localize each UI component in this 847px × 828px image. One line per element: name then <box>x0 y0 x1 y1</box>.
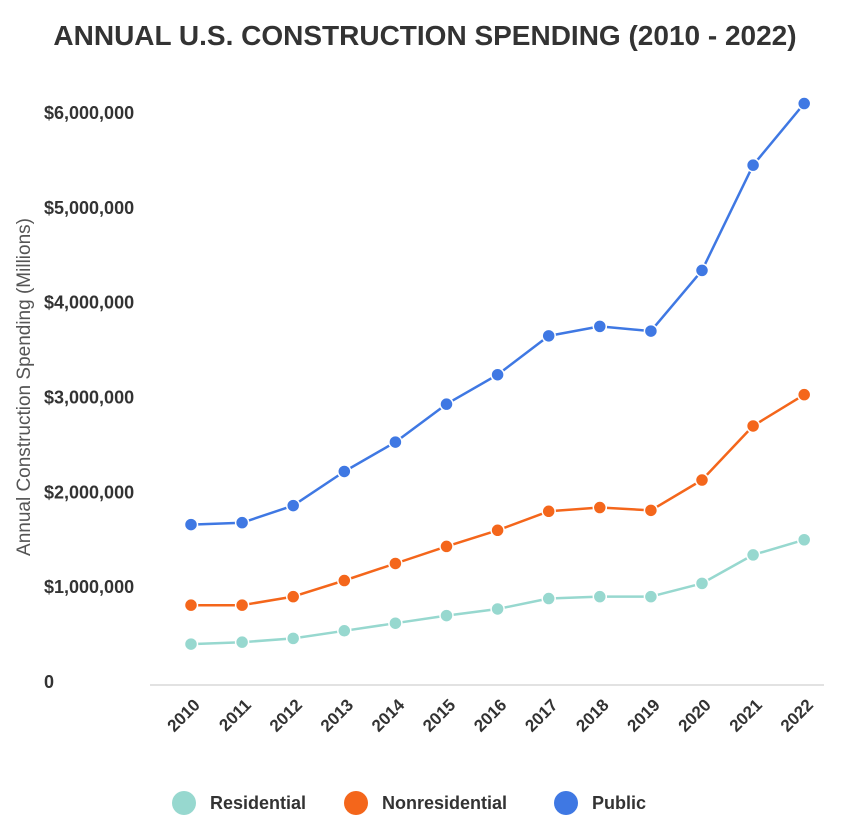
data-point-public <box>541 328 556 344</box>
x-tick-label: 2010 <box>164 695 204 735</box>
data-point-public <box>337 464 352 479</box>
data-point-public <box>796 96 812 111</box>
data-point-public <box>439 396 454 412</box>
data-point-residential <box>388 615 403 631</box>
legend-marker-public <box>554 791 578 815</box>
y-axis-label: Annual Construction Spending (Millions) <box>14 218 35 556</box>
x-tick-label: 2020 <box>675 695 715 735</box>
x-tick-label: 2012 <box>266 695 306 735</box>
x-tick-label: 2011 <box>215 695 255 735</box>
legend-marker-residential <box>172 791 196 815</box>
data-point-nonresidential <box>643 503 659 518</box>
data-point-public <box>643 323 659 339</box>
series-line-public <box>189 102 806 526</box>
data-point-public <box>694 263 710 278</box>
data-point-residential <box>234 634 250 650</box>
data-point-nonresidential <box>796 387 812 402</box>
y-tick-label: $2,000,000 <box>44 482 134 502</box>
data-point-public <box>490 367 505 382</box>
data-point-nonresidential <box>183 597 199 613</box>
data-point-residential <box>541 591 556 606</box>
data-point-residential <box>439 608 454 623</box>
series-group <box>183 96 812 652</box>
legend: Residential Nonresidential Public <box>172 791 646 815</box>
data-point-nonresidential <box>745 418 761 434</box>
chart-title: ANNUAL U.S. CONSTRUCTION SPENDING (2010 … <box>53 20 796 51</box>
data-point-residential <box>643 589 659 604</box>
data-point-nonresidential <box>541 504 556 519</box>
data-point-residential <box>694 576 710 591</box>
data-point-public <box>285 498 301 513</box>
legend-label-nonresidential: Nonresidential <box>382 793 507 813</box>
y-tick-label: $5,000,000 <box>44 198 134 218</box>
data-point-residential <box>745 547 761 563</box>
data-point-nonresidential <box>234 597 250 613</box>
series-line-residential <box>189 538 806 646</box>
y-tick-label: $6,000,000 <box>44 103 134 123</box>
x-tick-label: 2021 <box>726 695 766 735</box>
y-tick-label: 0 <box>44 672 54 692</box>
x-tick-label: 2013 <box>317 695 357 735</box>
legend-label-residential: Residential <box>210 793 306 813</box>
legend-marker-nonresidential <box>344 791 368 815</box>
y-tick-label: $3,000,000 <box>44 388 134 408</box>
y-tick-label: $1,000,000 <box>44 577 134 597</box>
legend-label-public: Public <box>592 793 646 813</box>
data-point-nonresidential <box>337 573 352 588</box>
x-tick-label: 2019 <box>624 695 664 735</box>
data-point-public <box>388 434 403 450</box>
x-tick-label: 2017 <box>521 695 561 735</box>
data-point-nonresidential <box>592 500 608 515</box>
data-point-public <box>592 319 608 334</box>
data-point-nonresidential <box>388 556 403 571</box>
data-point-residential <box>490 601 505 617</box>
y-axis-ticks: 0 $1,000,000 $2,000,000 $3,000,000 $4,000,00… <box>44 103 134 692</box>
data-point-nonresidential <box>694 472 710 488</box>
data-point-residential <box>337 623 352 639</box>
x-tick-label: 2016 <box>470 695 510 735</box>
x-axis-ticks: 2010 2011 2012 2013 2014 2015 2016 2017 2018 2019… <box>164 695 817 736</box>
data-point-public <box>745 157 761 173</box>
data-point-residential <box>592 589 608 604</box>
data-point-residential <box>183 636 199 652</box>
x-tick-label: 2022 <box>777 695 817 735</box>
data-point-public <box>183 517 199 532</box>
data-point-residential <box>285 631 301 646</box>
data-point-nonresidential <box>285 589 301 604</box>
data-point-residential <box>796 532 812 547</box>
y-tick-label: $4,000,000 <box>44 293 134 313</box>
x-tick-label: 2014 <box>368 695 409 736</box>
data-point-nonresidential <box>490 523 505 538</box>
x-tick-label: 2018 <box>572 695 612 735</box>
data-point-public <box>234 515 250 530</box>
x-tick-label: 2015 <box>419 695 459 735</box>
series-line-nonresidential <box>189 393 806 607</box>
data-point-nonresidential <box>439 539 454 554</box>
